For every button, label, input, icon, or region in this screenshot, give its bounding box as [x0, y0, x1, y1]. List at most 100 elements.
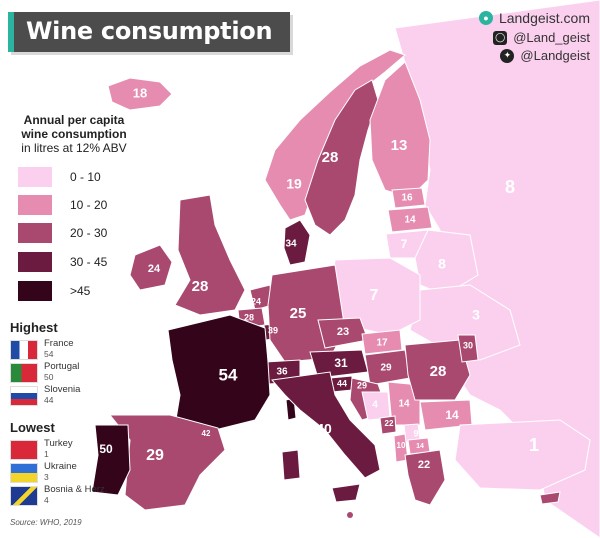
page-title: Wine consumption — [26, 17, 273, 45]
country-name: Turkey — [44, 438, 73, 449]
value-romania: 28 — [430, 363, 447, 380]
value-turkey: 1 — [529, 435, 539, 455]
value-ireland: 24 — [148, 263, 161, 275]
country-name: Slovenia — [44, 384, 81, 395]
region-turkey — [454, 419, 591, 491]
value-iceland: 18 — [133, 85, 147, 100]
brand-site[interactable]: ● Landgeist.com — [478, 10, 590, 26]
value-lithuania: 7 — [401, 237, 408, 251]
value-montenegro: 22 — [385, 419, 394, 428]
legend-label: >45 — [70, 284, 91, 298]
value-kosovo: 9 — [413, 428, 418, 438]
legend-title-line1: Annual per capita — [23, 113, 125, 127]
legend-bin-0: 0 - 10 — [18, 167, 158, 187]
region-finland — [369, 61, 431, 199]
legend-swatch — [18, 252, 52, 272]
region-denmark — [283, 219, 311, 266]
legend-label: 20 - 30 — [70, 226, 108, 240]
region-italy — [271, 371, 381, 479]
legend-label: 10 - 20 — [70, 198, 108, 212]
title-banner: Wine consumption — [8, 12, 290, 52]
france-flag-icon — [10, 340, 38, 360]
legend-bin-2: 20 - 30 — [18, 223, 158, 243]
brand-site-label: Landgeist.com — [498, 10, 590, 26]
country-value: 54 — [44, 349, 54, 359]
value-moldova: 30 — [463, 340, 473, 350]
legend-title-line2: wine consumption — [21, 127, 127, 141]
value-sweden: 28 — [322, 149, 339, 166]
legend-swatch — [18, 195, 52, 215]
legend-swatch — [18, 167, 52, 187]
region-ireland — [129, 244, 173, 291]
ukraine-flag-icon — [10, 463, 38, 483]
value-greece: 22 — [418, 459, 430, 471]
region-latvia — [387, 206, 433, 233]
region-sardinia — [281, 449, 301, 481]
region-greece — [404, 449, 446, 506]
country-value: 50 — [44, 372, 54, 382]
country-value: 44 — [44, 395, 54, 405]
legend-bin-1: 10 - 20 — [18, 195, 158, 215]
region-ukraine — [409, 284, 521, 361]
brand-twitter-label: @Landgeist — [520, 48, 590, 63]
country-value: 3 — [44, 472, 49, 482]
brand-twitter[interactable]: ✦ @Landgeist — [500, 48, 590, 63]
value-spain: 29 — [146, 447, 164, 464]
value-bosnia: 4 — [372, 400, 378, 411]
region-portugal — [91, 424, 131, 496]
country-name: Ukraine — [44, 461, 77, 472]
region-iceland — [107, 77, 173, 111]
value-cyprus: 23 — [538, 503, 547, 512]
country-name: France — [44, 338, 74, 349]
lowest-heading: Lowest — [10, 420, 55, 435]
value-bulgaria: 14 — [445, 408, 459, 422]
lowest-item-ukraine: Ukraine 3 — [10, 461, 130, 487]
legend-swatch — [18, 281, 52, 301]
legend-swatch — [18, 223, 52, 243]
region-malta — [347, 512, 353, 518]
value-slovenia: 44 — [337, 378, 347, 388]
value-italy: 40 — [316, 421, 332, 437]
value-czechia: 23 — [337, 326, 349, 338]
lowest-item-bosnia: Bosnia & Herz. 4 — [10, 484, 130, 510]
value-slovakia: 17 — [376, 338, 388, 349]
legend-label: 30 - 45 — [70, 255, 108, 269]
region-sicily — [331, 483, 361, 503]
value-albania: 10 — [397, 441, 406, 450]
country-name: Portugal — [44, 361, 80, 372]
region-germany — [267, 264, 346, 363]
value-uk: 28 — [192, 278, 209, 295]
value-portugal: 50 — [99, 442, 113, 456]
region-moldova — [457, 334, 479, 363]
globe-icon: ● — [478, 11, 493, 25]
brand-instagram[interactable]: ◯ @Land_geist — [493, 30, 590, 45]
value-france: 54 — [219, 365, 238, 384]
region-cyprus — [539, 491, 561, 505]
brand-instagram-label: @Land_geist — [513, 30, 590, 45]
portugal-flag-icon — [10, 363, 38, 383]
legend-title: Annual per capita wine consumption in li… — [10, 113, 138, 155]
value-switzerland: 36 — [276, 367, 288, 378]
value-austria: 31 — [334, 356, 348, 370]
region-uk — [174, 194, 246, 316]
highest-item-france: France 54 — [10, 338, 130, 364]
highest-item-portugal: Portugal 50 — [10, 361, 130, 387]
value-netherlands: 24 — [251, 296, 261, 306]
value-norway: 19 — [286, 176, 302, 192]
highest-item-slovenia: Slovenia 44 — [10, 384, 130, 410]
value-belarus: 8 — [438, 256, 446, 272]
value-latvia: 14 — [404, 215, 416, 226]
legend-bin-4: >45 — [18, 281, 158, 301]
value-estonia: 16 — [401, 193, 413, 204]
source-note: Source: WHO, 2019 — [10, 518, 82, 527]
turkey-flag-icon — [10, 440, 38, 460]
country-value: 1 — [44, 449, 49, 459]
region-serbia — [387, 381, 421, 426]
value-finland: 13 — [391, 137, 408, 154]
region-estonia — [391, 187, 426, 209]
value-denmark: 34 — [285, 239, 297, 250]
highest-heading: Highest — [10, 320, 58, 335]
legend-bin-3: 30 - 45 — [18, 252, 158, 272]
